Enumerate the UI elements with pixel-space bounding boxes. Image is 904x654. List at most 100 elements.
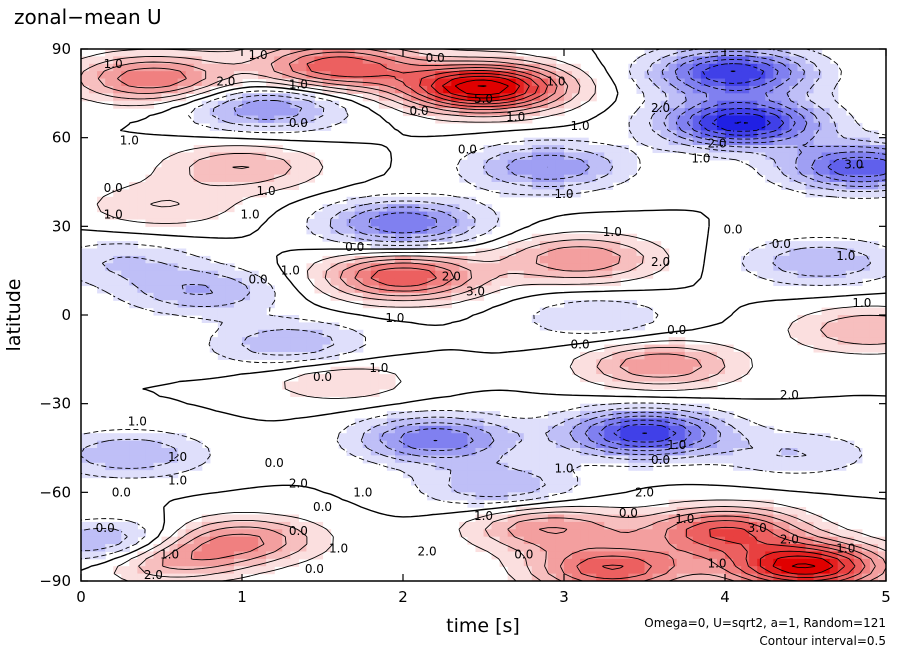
field-cell: [282, 329, 291, 338]
field-cell: [861, 344, 871, 353]
field-cell: [354, 71, 364, 80]
field-cell: [403, 418, 412, 427]
field-cell: [797, 462, 807, 471]
field-cell: [580, 152, 589, 161]
field-cell: [338, 226, 348, 235]
field-cell: [217, 115, 227, 124]
field-cell: [789, 130, 799, 139]
field-cell: [797, 514, 807, 523]
field-cell: [250, 71, 259, 80]
field-cell: [378, 433, 388, 442]
field-cell: [233, 551, 243, 560]
field-cell: [201, 536, 211, 545]
field-cell: [322, 85, 332, 94]
field-cell: [515, 100, 525, 109]
field-cell: [435, 270, 444, 279]
field-cell: [733, 566, 742, 575]
field-cell: [362, 300, 372, 309]
field-cell: [596, 307, 605, 316]
field-cell: [636, 440, 646, 449]
field-cell: [443, 418, 452, 427]
field-cell: [403, 108, 412, 117]
field-cell: [612, 255, 621, 264]
field-cell: [491, 115, 501, 124]
field-cell: [684, 145, 694, 154]
field-cell: [749, 529, 758, 538]
field-cell: [113, 270, 122, 279]
field-cell: [153, 558, 163, 567]
field-cell: [250, 93, 259, 102]
field-cell: [572, 71, 581, 80]
field-cell: [185, 270, 195, 279]
field-cell: [169, 152, 179, 161]
field-cell: [580, 514, 589, 523]
field-cell: [572, 433, 581, 442]
field-cell: [676, 108, 686, 117]
field-cell: [604, 529, 613, 538]
field-cell: [692, 85, 702, 94]
field-cell: [628, 558, 638, 567]
field-cell: [829, 93, 839, 102]
field-cell: [483, 93, 493, 102]
field-cell: [596, 359, 605, 368]
field-cell: [539, 558, 549, 567]
field-cell: [274, 329, 283, 338]
field-cell: [266, 544, 275, 553]
field-cell: [821, 167, 831, 176]
field-cell: [869, 189, 879, 198]
field-cell: [209, 100, 219, 109]
field-cell: [322, 337, 332, 346]
field-cell: [572, 255, 581, 264]
field-cell: [837, 455, 847, 464]
field-cell: [837, 329, 847, 338]
field-cell: [700, 344, 710, 353]
field-cell: [435, 462, 444, 471]
field-cell: [668, 573, 678, 581]
field-cell: [258, 544, 267, 553]
field-cell: [346, 56, 356, 65]
field-cell: [547, 462, 557, 471]
field-cell: [362, 218, 372, 227]
field-cell: [483, 248, 493, 257]
y-tick-label: 90: [52, 40, 71, 58]
field-cell: [129, 448, 138, 456]
field-cell: [483, 440, 493, 449]
field-cell: [547, 558, 557, 567]
field-cell: [266, 315, 275, 323]
field-cell: [467, 100, 477, 109]
field-cell: [564, 418, 573, 427]
field-cell: [403, 455, 412, 464]
field-cell: [475, 248, 485, 257]
field-cell: [491, 167, 501, 176]
field-cell: [733, 499, 742, 508]
field-cell: [773, 270, 782, 279]
field-cell: [580, 263, 589, 272]
field-cell: [217, 337, 227, 346]
field-cell: [169, 204, 179, 213]
field-cell: [507, 484, 517, 493]
field-cell: [845, 189, 855, 198]
field-cell: [757, 115, 766, 124]
field-cell: [153, 455, 163, 464]
field-cell: [467, 448, 477, 456]
field-cell: [555, 484, 565, 493]
field-cell: [193, 115, 203, 124]
contour-label: 1.0: [546, 75, 565, 89]
field-cell: [250, 278, 259, 287]
field-cell: [869, 573, 879, 581]
field-cell: [242, 351, 251, 360]
field-cell: [773, 507, 782, 516]
field-cell: [676, 337, 686, 346]
field-cell: [749, 85, 758, 94]
field-cell: [612, 145, 621, 154]
field-cell: [789, 278, 799, 287]
field-cell: [282, 122, 291, 131]
field-cell: [137, 529, 146, 538]
field-cell: [153, 211, 163, 220]
field-cell: [81, 263, 90, 272]
contour-label: 2.0: [707, 137, 726, 151]
field-cell: [274, 315, 283, 323]
field-cell: [467, 159, 477, 168]
field-cell: [861, 337, 871, 346]
field-cell: [580, 507, 589, 516]
